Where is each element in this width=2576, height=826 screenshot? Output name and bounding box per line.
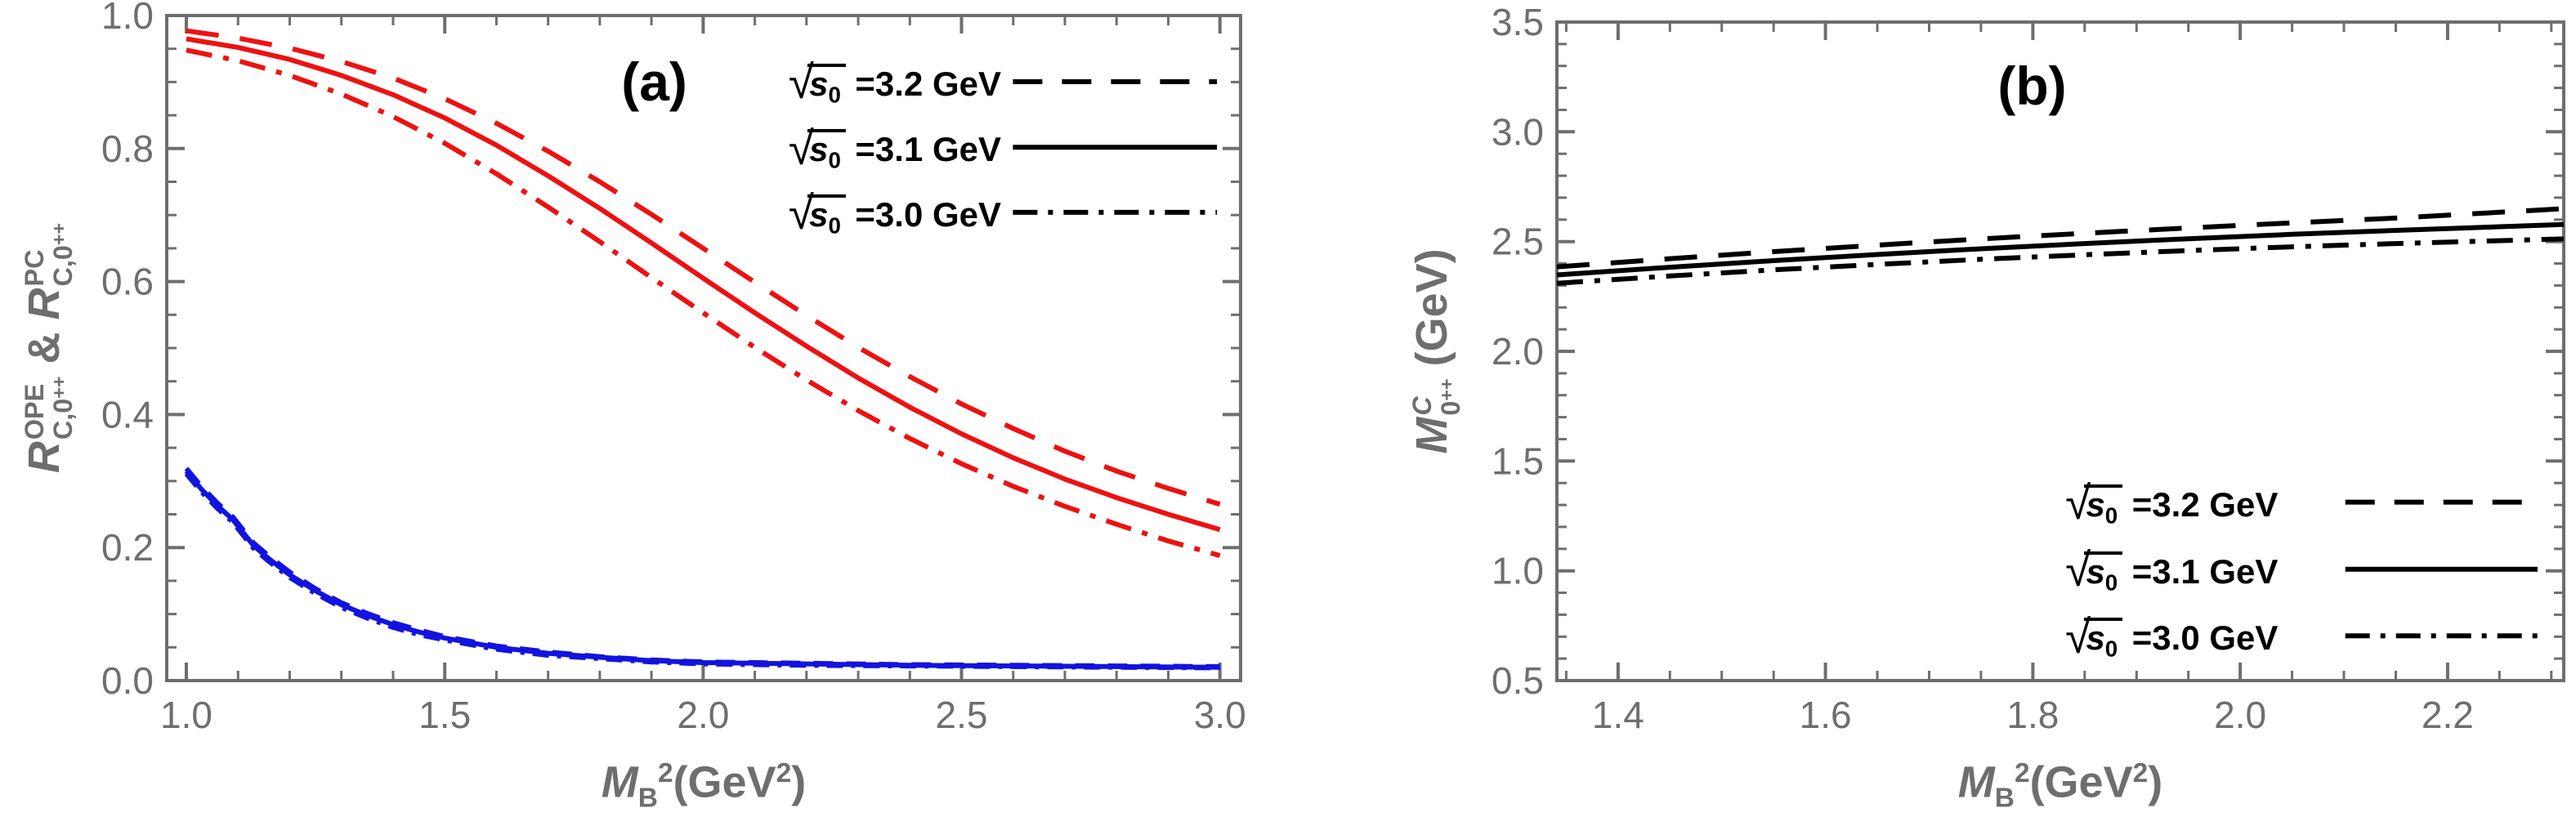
y-tick-label: 3.5 — [1491, 1, 1544, 43]
x-tick-label: 2.0 — [677, 694, 729, 736]
y-tick-label: 2.0 — [1491, 330, 1544, 373]
panel-b-curve-M-C-s0-3.1GeV — [1556, 221, 2565, 278]
y-tick-label: 0.8 — [101, 127, 154, 170]
panel-a: 1.0 1.5 2.0 2.5 3.0 0.0 0.2 0.4 0.6 0.8 1.0 — [101, 0, 1246, 736]
x-tick-label: 1.8 — [2006, 694, 2059, 736]
x-tick-label: 1.5 — [418, 694, 471, 736]
x-tick-label: 2.5 — [936, 694, 988, 736]
panel-a-curve-R-OPE-s0-3.2GeV — [186, 28, 1221, 507]
x-tick-label: 3.0 — [1194, 694, 1246, 736]
panel-a-frame — [165, 14, 1242, 682]
y-tick-label: 3.0 — [1491, 110, 1544, 153]
x-tick-label: 1.4 — [1592, 694, 1644, 736]
y-tick-label: 0.0 — [101, 659, 154, 702]
y-tick-label: 2.5 — [1491, 221, 1544, 263]
panel-b: 1.4 1.6 1.8 2.0 2.2 0.5 1.0 1.5 2.0 2.5 3.0 3.5 — [1491, 1, 2565, 736]
y-tick-label: 1.5 — [1491, 440, 1544, 482]
y-tick-label: 0.6 — [101, 261, 154, 303]
x-tick-label: 2.2 — [2422, 694, 2474, 736]
y-tick-label: 1.0 — [1491, 550, 1544, 592]
x-tick-label: 1.0 — [160, 694, 212, 736]
y-tick-label: 0.4 — [101, 393, 154, 435]
panel-b-curve-M-C-s0-3.0GeV — [1556, 236, 2565, 286]
x-tick-label: 2.0 — [2214, 694, 2266, 736]
panel-b-frame — [1555, 20, 2565, 682]
panel-b-curve-M-C-s0-3.2GeV — [1556, 206, 2565, 270]
panel-a-curve-R-OPE-s0-3.0GeV — [186, 47, 1221, 558]
y-tick-label: 0.5 — [1491, 659, 1544, 702]
y-tick-label: 0.2 — [101, 526, 154, 569]
panel-a-curve-R-PC-s0-3.0GeV — [184, 471, 1220, 671]
panel-a-curve-R-OPE-s0-3.1GeV — [186, 36, 1221, 533]
y-tick-label: 1.0 — [101, 0, 154, 37]
panel-a-curve-R-PC-s0-3.2GeV — [184, 467, 1220, 669]
panel-a-curve-R-PC-s0-3.1GeV — [184, 469, 1220, 670]
x-tick-label: 1.6 — [1800, 694, 1852, 736]
